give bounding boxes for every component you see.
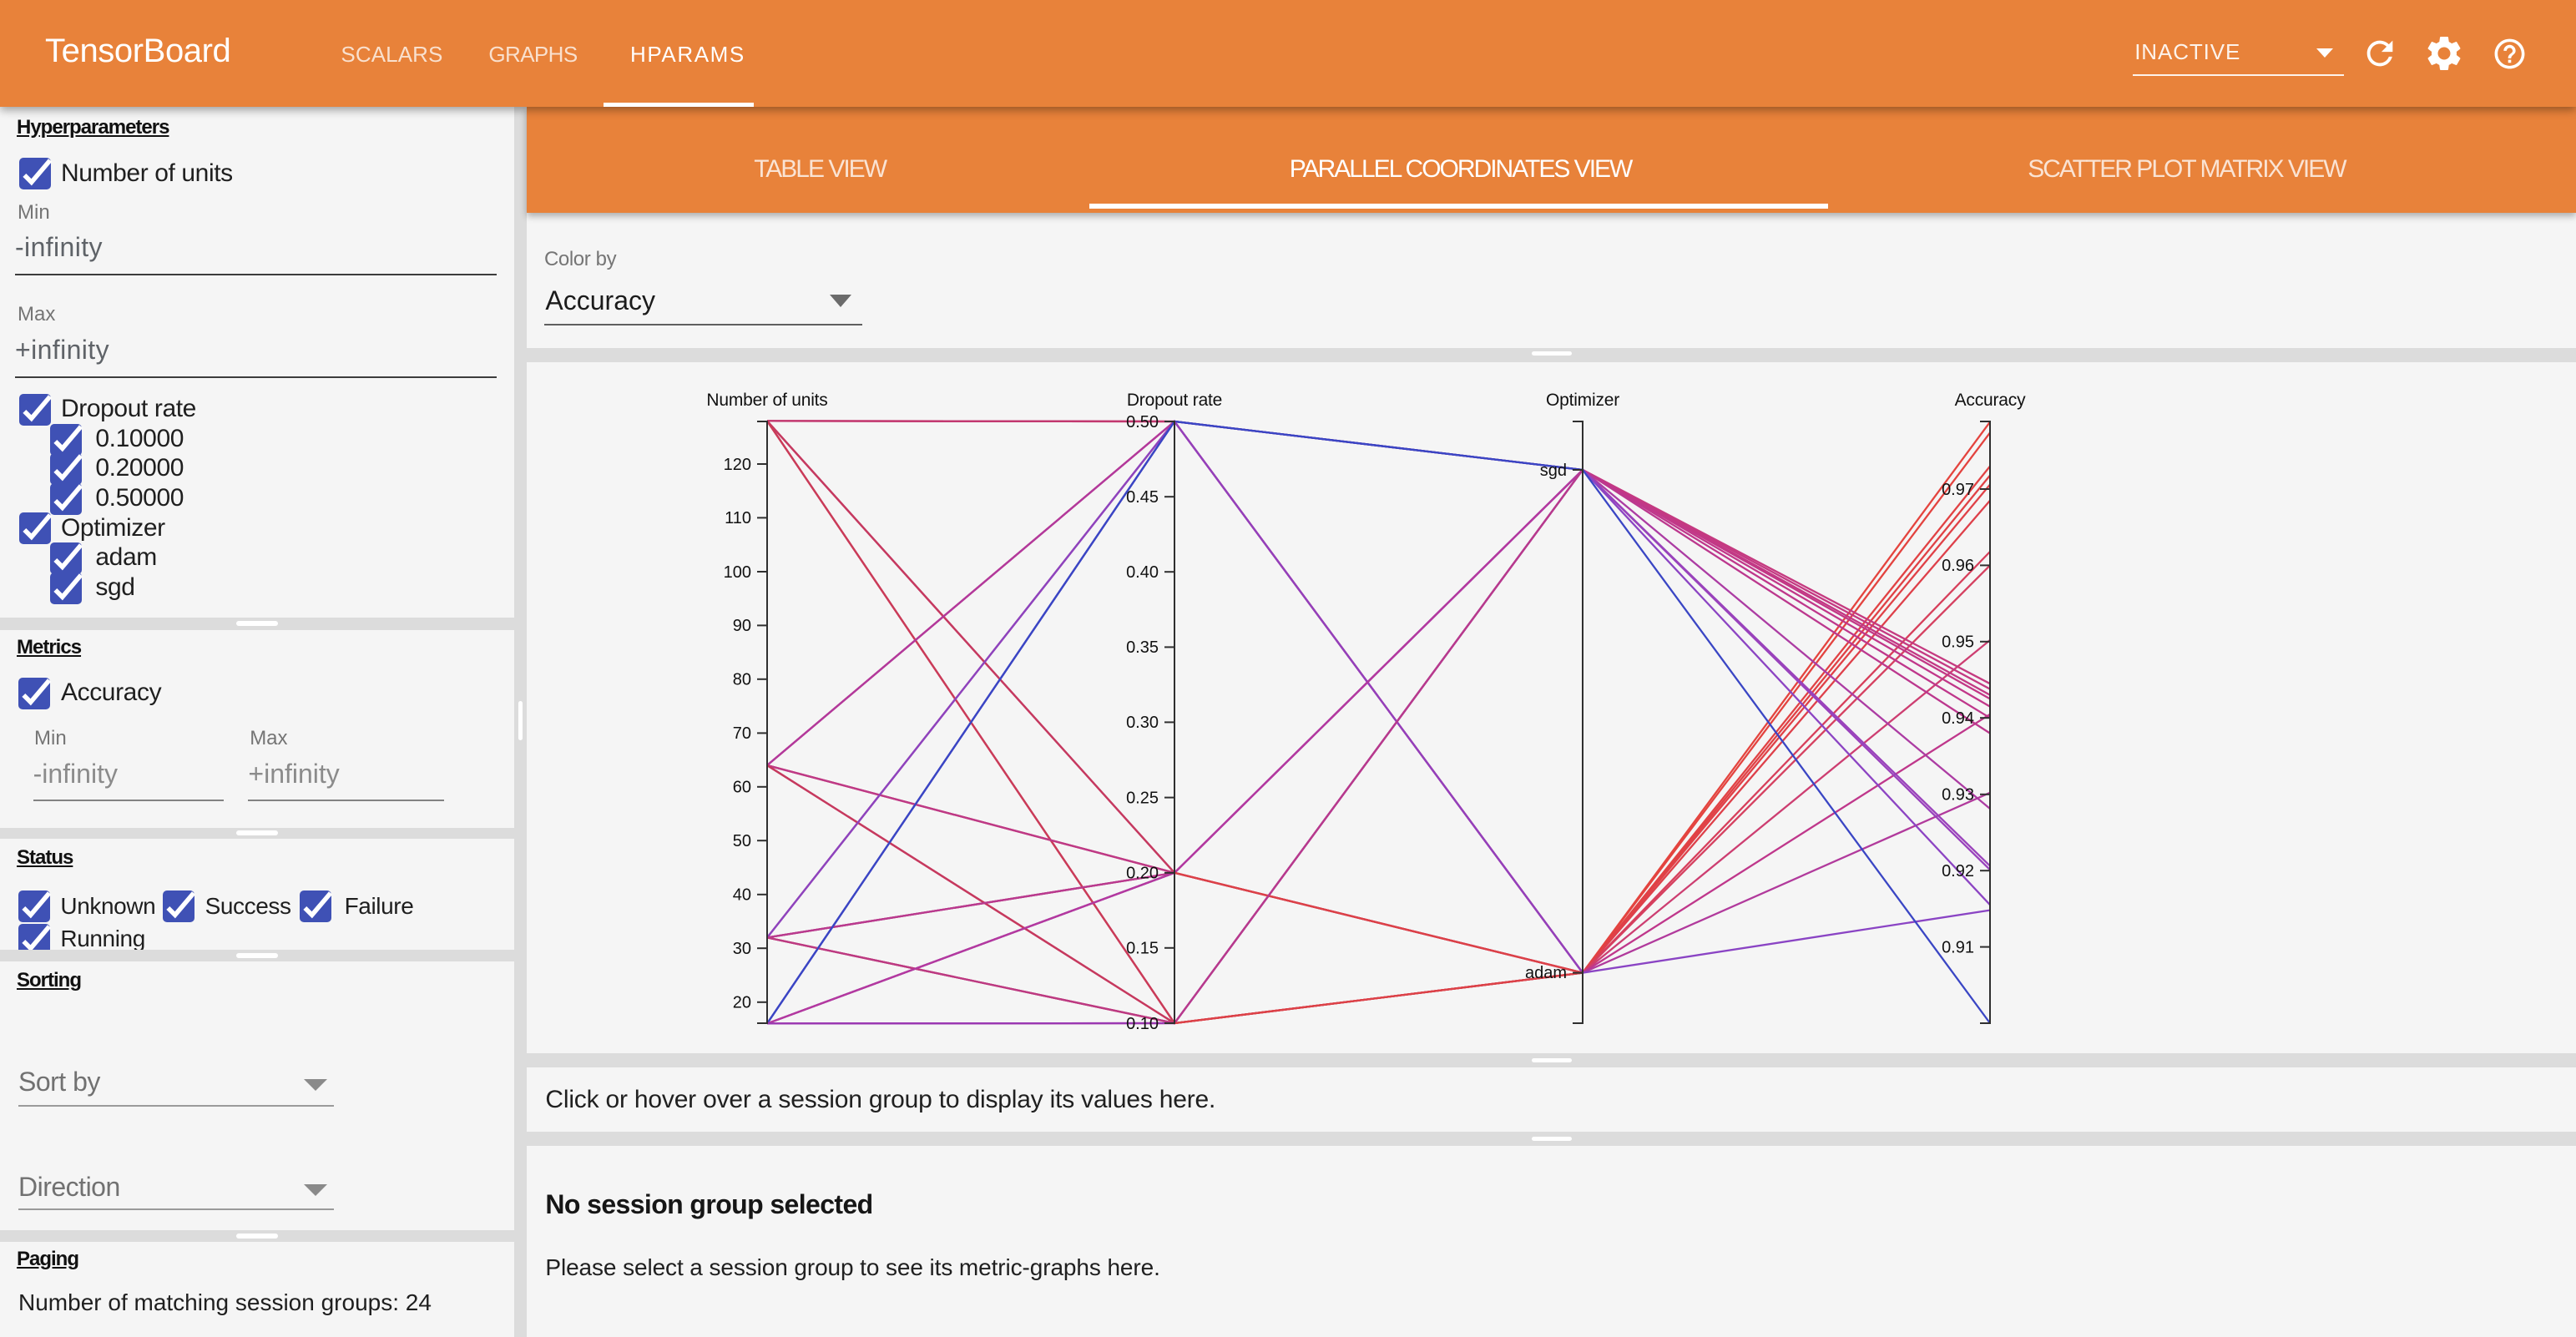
svg-text:0.50: 0.50 (1126, 413, 1159, 431)
svg-text:70: 70 (733, 724, 751, 743)
svg-text:0.96: 0.96 (1942, 557, 1974, 575)
svg-text:0.93: 0.93 (1942, 786, 1974, 805)
svg-text:0.30: 0.30 (1126, 714, 1159, 732)
svg-text:100: 100 (724, 563, 751, 582)
svg-text:0.97: 0.97 (1942, 481, 1974, 499)
svg-text:60: 60 (733, 779, 751, 797)
svg-text:0.10: 0.10 (1126, 1015, 1159, 1033)
svg-text:0.15: 0.15 (1126, 940, 1159, 958)
svg-text:0.94: 0.94 (1942, 709, 1974, 728)
svg-text:0.35: 0.35 (1126, 638, 1159, 657)
svg-text:Accuracy: Accuracy (1955, 391, 2026, 410)
svg-text:0.92: 0.92 (1942, 862, 1974, 880)
svg-text:80: 80 (733, 671, 751, 689)
svg-text:0.25: 0.25 (1126, 789, 1159, 807)
svg-text:sgd: sgd (1540, 462, 1567, 480)
svg-text:20: 20 (733, 994, 751, 1012)
svg-text:adam: adam (1525, 964, 1567, 982)
svg-text:0.40: 0.40 (1126, 563, 1159, 582)
svg-text:Optimizer: Optimizer (1546, 391, 1619, 410)
svg-text:50: 50 (733, 832, 751, 850)
svg-text:Number of units: Number of units (706, 391, 827, 410)
svg-text:120: 120 (724, 456, 751, 474)
svg-text:30: 30 (733, 940, 751, 958)
svg-text:90: 90 (733, 617, 751, 635)
svg-text:0.45: 0.45 (1126, 488, 1159, 507)
svg-text:0.91: 0.91 (1942, 938, 1974, 956)
svg-text:0.95: 0.95 (1942, 633, 1974, 652)
svg-text:0.20: 0.20 (1126, 865, 1159, 883)
svg-text:40: 40 (733, 886, 751, 905)
svg-text:110: 110 (725, 509, 751, 527)
svg-text:Dropout rate: Dropout rate (1127, 391, 1222, 410)
